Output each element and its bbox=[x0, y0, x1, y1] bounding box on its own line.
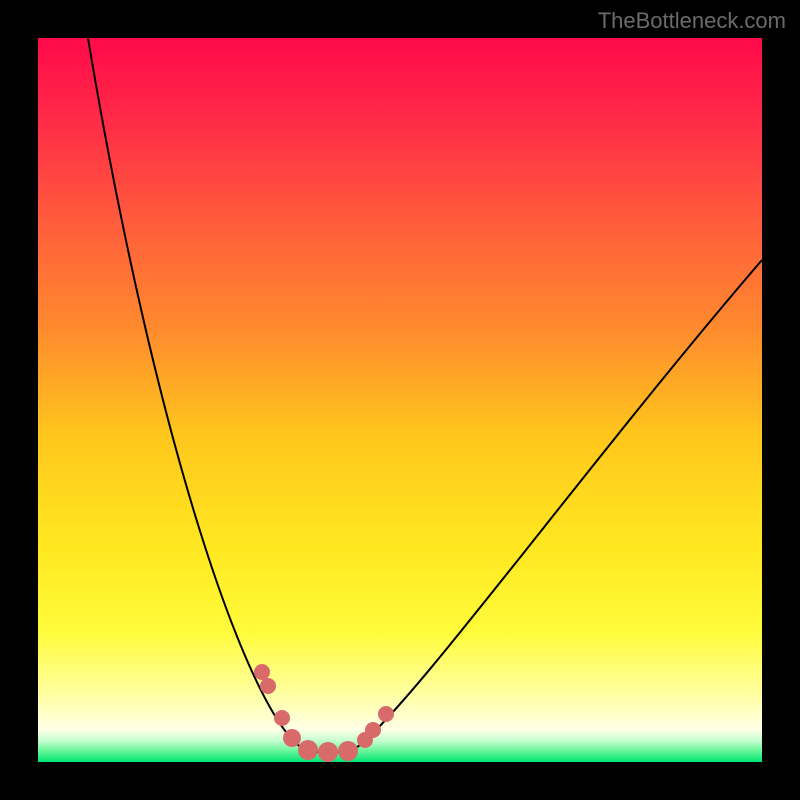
chart-container: TheBottleneck.com bbox=[0, 0, 800, 800]
curve-marker bbox=[338, 741, 358, 761]
curve-marker bbox=[318, 742, 338, 762]
curve-marker bbox=[365, 722, 381, 738]
chart-svg bbox=[0, 0, 800, 800]
curve-marker bbox=[254, 664, 270, 680]
curve-marker bbox=[260, 678, 276, 694]
curve-marker bbox=[298, 740, 318, 760]
curve-marker bbox=[378, 706, 394, 722]
curve-marker bbox=[283, 729, 301, 747]
plot-background bbox=[38, 38, 762, 762]
watermark-text: TheBottleneck.com bbox=[598, 8, 786, 34]
curve-marker bbox=[274, 710, 290, 726]
